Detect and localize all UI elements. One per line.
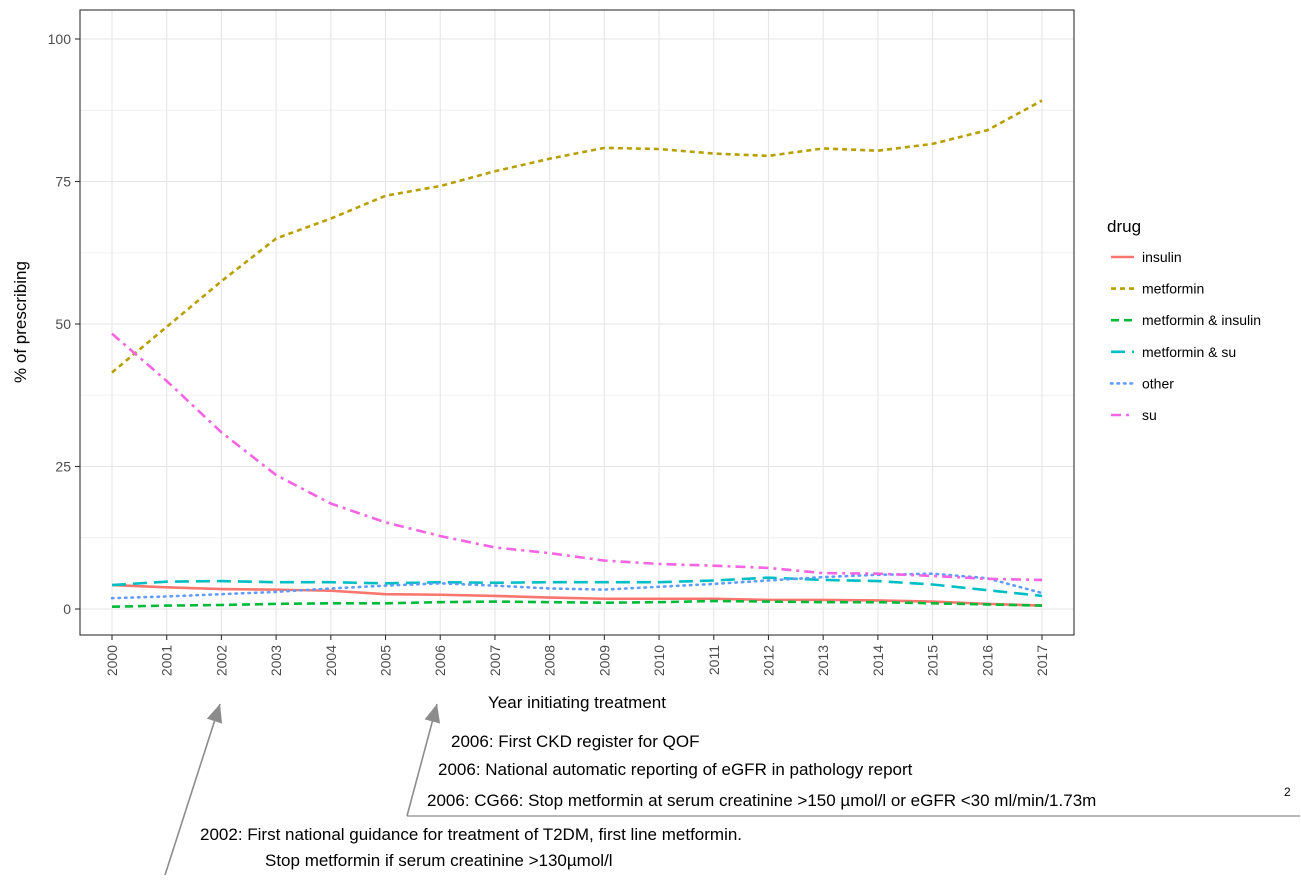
x-tick-label: 2017 (1034, 645, 1050, 676)
x-tick-label: 2004 (323, 645, 339, 676)
x-tick-label: 2008 (542, 645, 558, 676)
x-tick-label: 2010 (651, 645, 667, 676)
annotation-text: 2002: First national guidance for treatm… (200, 825, 742, 844)
annotation-arrow-2006-head (424, 704, 441, 724)
plot-background (80, 10, 1074, 635)
series-line (111, 576, 1043, 598)
annotation-arrow-2002 (164, 703, 221, 876)
y-tick-label: 100 (48, 31, 72, 47)
series-line (111, 583, 1043, 607)
x-axis-title: Year initiating treatment (488, 693, 666, 712)
x-tick-label: 2014 (870, 645, 886, 676)
plot-border (79, 9, 1075, 636)
annotation-arrow-2002-head (206, 704, 223, 724)
series-line (111, 99, 1043, 374)
series-line (111, 332, 1043, 582)
x-tick-label: 2005 (378, 645, 394, 676)
series-line (110, 572, 1044, 600)
legend-label: metformin & su (1142, 344, 1236, 360)
y-tick-label: 0 (63, 601, 71, 617)
x-tick-label: 2002 (213, 645, 229, 676)
x-tick-label: 2003 (268, 645, 284, 676)
legend-label: su (1142, 407, 1157, 423)
x-tick-label: 2000 (104, 645, 120, 676)
annotation-superscript: 2 (1284, 785, 1291, 799)
x-tick-label: 2001 (159, 645, 175, 676)
x-tick-label: 2016 (979, 645, 995, 676)
annotation-text: 2006: National automatic reporting of eG… (438, 760, 913, 779)
legend-label: metformin & insulin (1142, 312, 1261, 328)
annotation-text: 2006: CG66: Stop metformin at serum crea… (427, 791, 1096, 810)
legend-label: other (1142, 375, 1174, 391)
x-tick-label: 2011 (706, 645, 722, 675)
y-tick-label: 50 (55, 316, 71, 332)
annotation-text: Stop metformin if serum creatinine >130µ… (265, 851, 613, 870)
x-tick-label: 2009 (596, 645, 612, 676)
x-tick-label: 2012 (760, 645, 776, 676)
annotation-text: 2006: First CKD register for QOF (451, 732, 699, 751)
annotation-arrow-2006 (406, 703, 438, 817)
y-axis-title: % of prescribing (11, 261, 30, 383)
x-tick-label: 2013 (815, 645, 831, 676)
legend-label: metformin (1142, 281, 1204, 297)
x-tick-label: 2015 (925, 645, 941, 676)
x-tick-label: 2006 (432, 645, 448, 676)
y-tick-label: 25 (55, 459, 71, 475)
legend-label: insulin (1142, 249, 1182, 265)
y-tick-label: 75 (55, 174, 71, 190)
x-tick-label: 2007 (487, 645, 503, 676)
legend-title: drug (1107, 217, 1141, 236)
